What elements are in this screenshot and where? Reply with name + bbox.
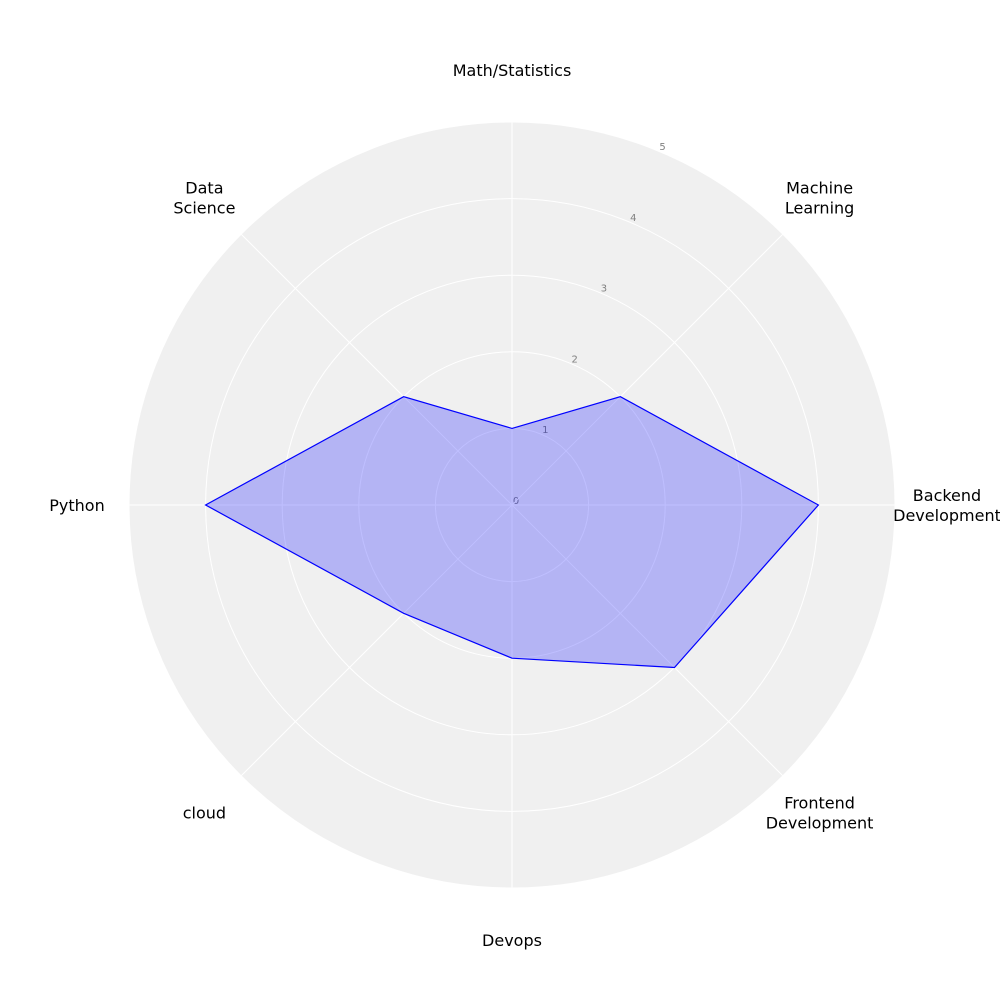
r-tick-label: 2	[571, 354, 577, 365]
category-label-line: Python	[49, 496, 104, 515]
category-label-line: Devops	[482, 931, 542, 950]
category-label: Data Science	[173, 178, 235, 217]
radar-area	[204, 396, 820, 669]
category-label: cloud	[183, 804, 226, 823]
category-label-line: Frontend	[784, 794, 855, 813]
category-label-line: cloud	[183, 804, 226, 823]
r-tick-label: 5	[659, 142, 665, 153]
category-label: Backend Development	[893, 486, 1000, 525]
category-label: Devops	[482, 931, 542, 950]
r-tick-label: 4	[630, 213, 636, 224]
category-label: Frontend Development	[766, 794, 874, 833]
spoke	[240, 233, 513, 506]
spoke	[240, 504, 513, 777]
spoke	[511, 233, 784, 506]
category-label-line: Learning	[785, 198, 854, 217]
category-label-line: Data	[185, 178, 223, 197]
spoke	[511, 504, 784, 777]
category-label: Python	[49, 496, 104, 515]
category-label-line: Science	[173, 198, 235, 217]
category-label-line: Development	[766, 814, 874, 833]
category-label-line: Machine	[786, 178, 853, 197]
category-label-line: Math/Statistics	[453, 61, 572, 80]
category-label-line: Development	[893, 506, 1000, 525]
category-label-line: Backend	[913, 486, 981, 505]
category-label: Machine Learning	[785, 178, 854, 217]
r-tick-label: 3	[601, 284, 607, 295]
category-label: Math/Statistics	[453, 61, 572, 80]
r-tick-label: 1	[542, 425, 548, 436]
